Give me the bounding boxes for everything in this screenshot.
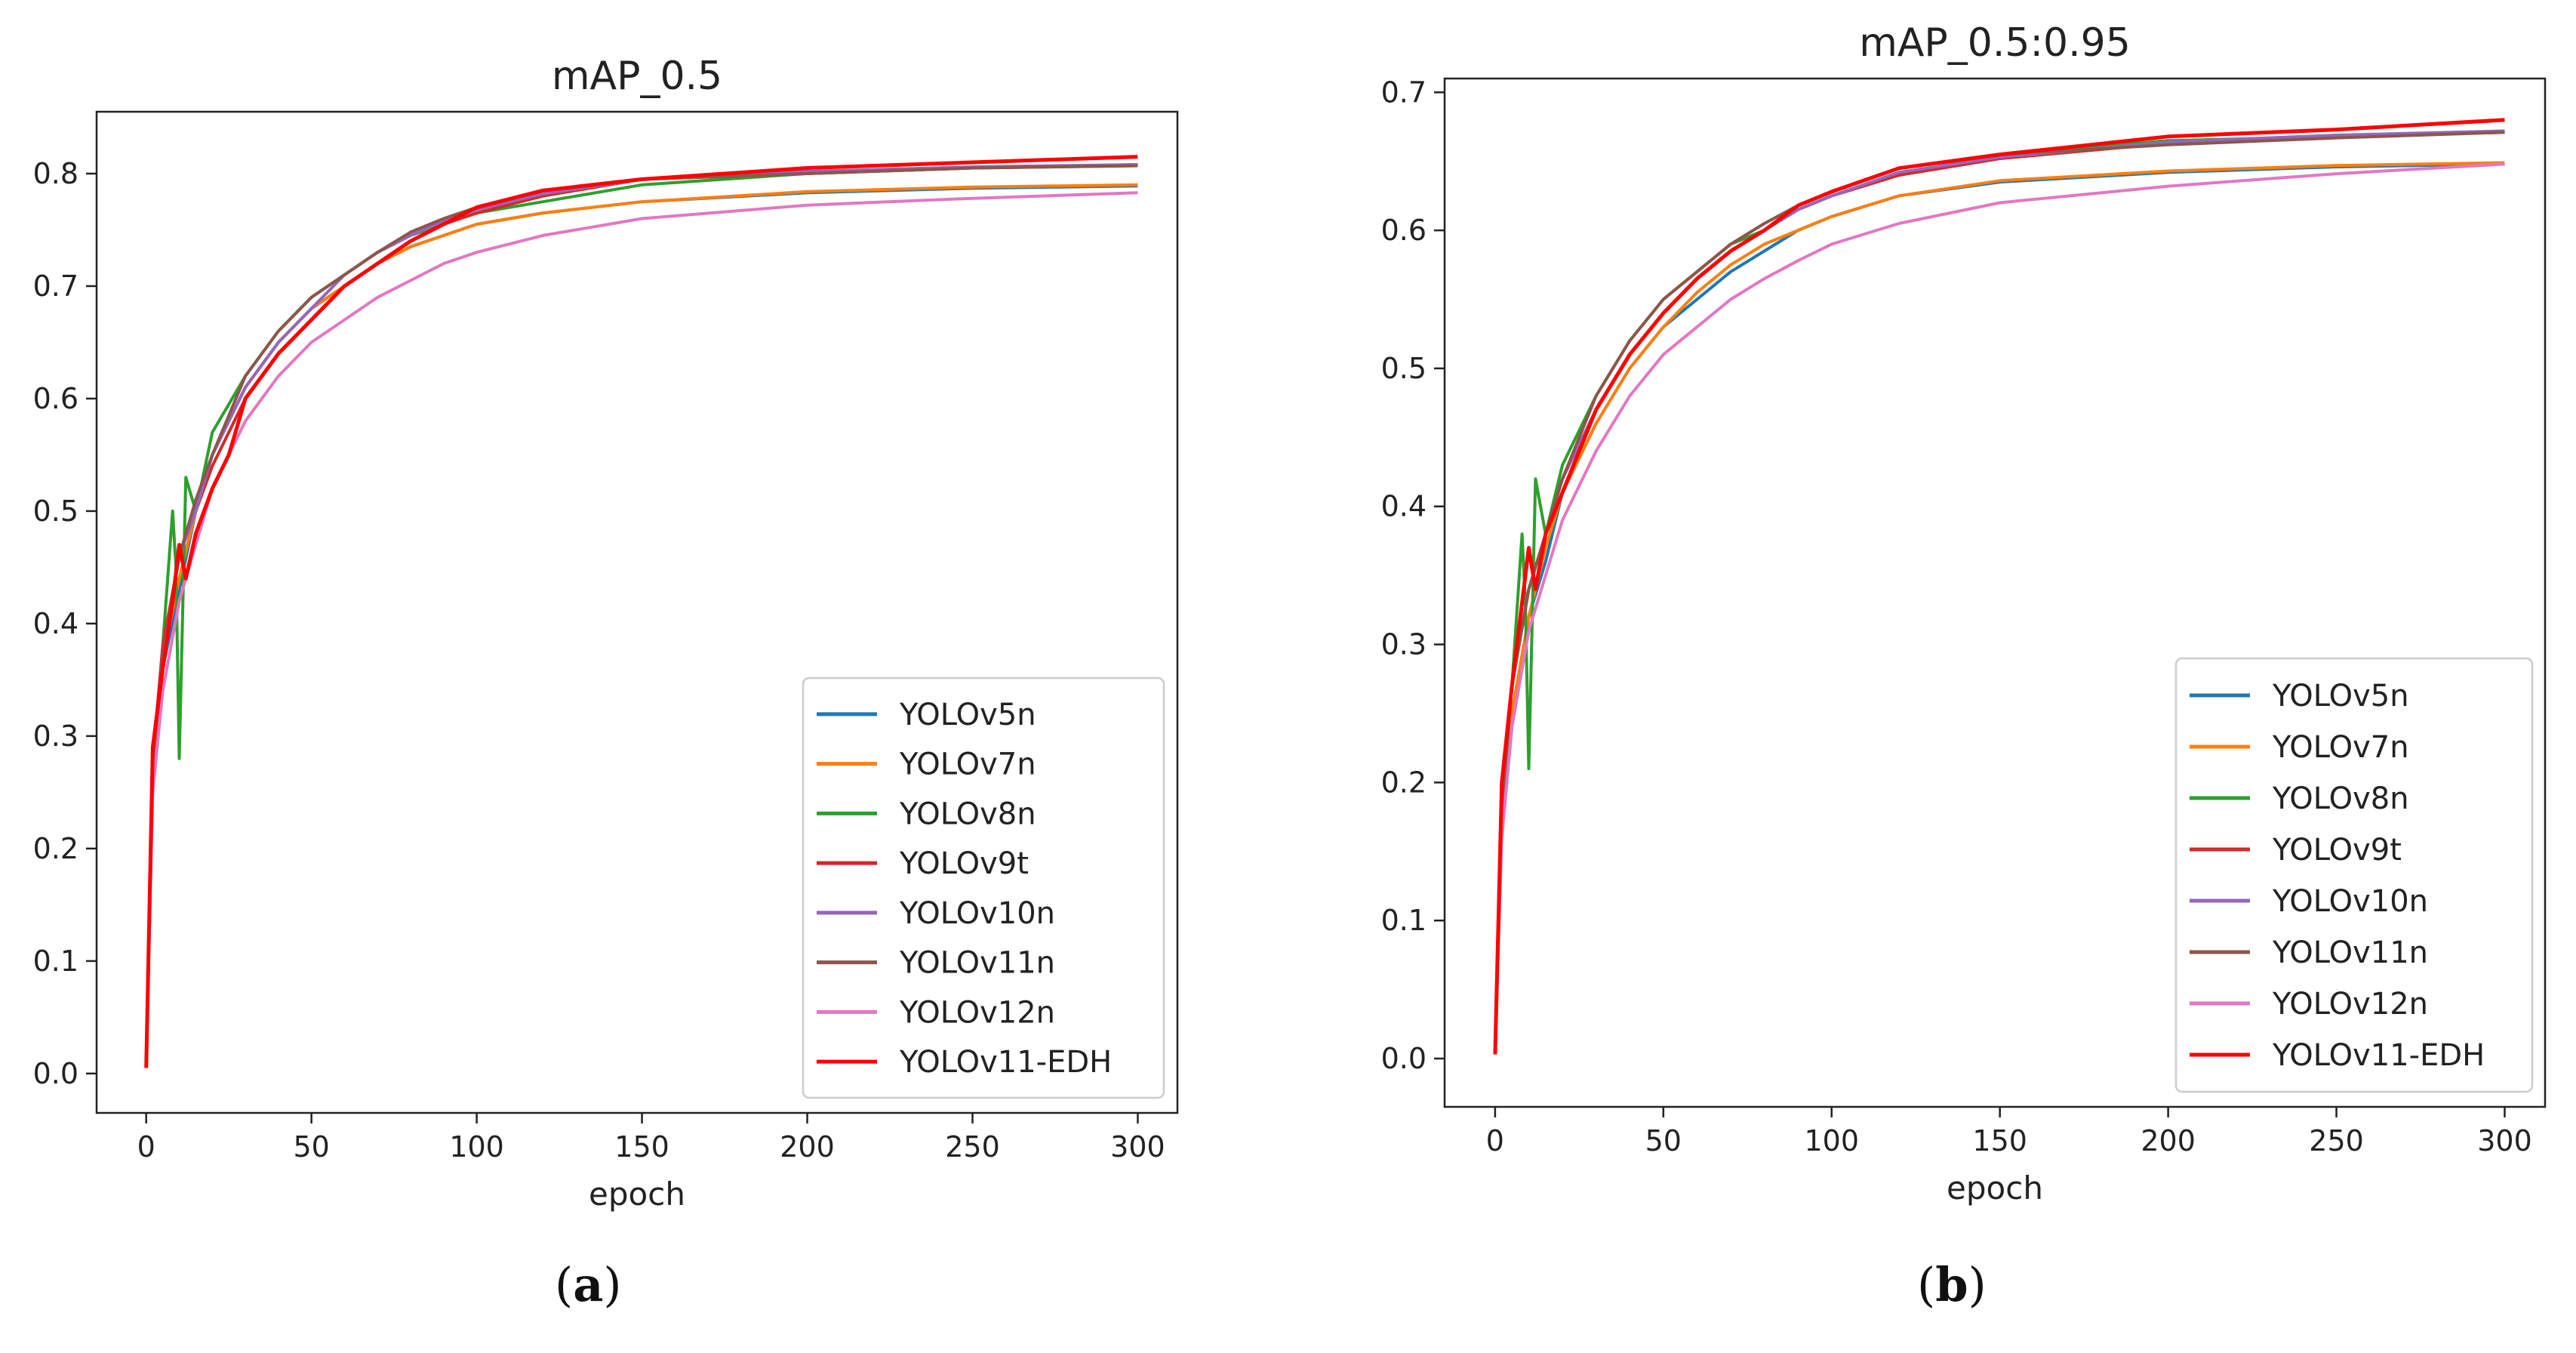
legend-label: YOLOv11n	[2272, 935, 2428, 970]
legend-label: YOLOv11-EDH	[2272, 1038, 2485, 1073]
legend-label: YOLOv8n	[2272, 781, 2409, 816]
chart-panel-b: mAP_0.5:0.95 0 50 100 150 200 250 300 0.0 0.1 0.2 0…	[1283, 0, 2576, 1353]
x-tick-label: 200	[2141, 1124, 2196, 1157]
y-tick-label: 0.8	[33, 157, 78, 190]
legend-box	[802, 676, 1165, 1099]
legend-item-yolov7n: YOLOv7n	[2190, 730, 2409, 765]
x-tick-label: 300	[2477, 1124, 2532, 1157]
plot-frame-a	[95, 110, 1179, 1114]
y-tick-label: 0.3	[1381, 628, 1426, 661]
legend-label: YOLOv12n	[2272, 987, 2428, 1022]
legend-item-yolov9t: YOLOv9t	[817, 846, 1029, 881]
series-line-yolov7n	[1493, 161, 2505, 1052]
y-tick-label: 0.7	[1381, 76, 1426, 109]
x-axis-label-b: epoch	[1947, 1170, 2043, 1207]
y-tick-label: 0.0	[33, 1057, 78, 1090]
x-tick-label: 100	[449, 1130, 504, 1163]
caption-b: (b)	[1917, 1257, 1987, 1312]
x-tick-label: 150	[1972, 1124, 2027, 1157]
series-group-b	[1493, 118, 2505, 1055]
series-group-a	[144, 155, 1138, 1068]
legend-box	[2174, 657, 2534, 1093]
y-tick-label: 0.2	[33, 832, 78, 865]
y-tick-label: 0.2	[1381, 766, 1426, 799]
y-tick-label: 0.6	[1381, 214, 1426, 247]
legend-item-yolov11n: YOLOv11n	[2190, 935, 2428, 970]
chart-map-0-5-0-95: mAP_0.5:0.95 0 50 100 150 200 250 300 0.0 0.1 0.2 0…	[1381, 20, 2547, 1207]
chart-title-a: mAP_0.5	[552, 54, 722, 99]
y-tick-label: 0.0	[1381, 1042, 1426, 1075]
legend-label: YOLOv10n	[2272, 884, 2428, 919]
x-tick-label: 50	[293, 1130, 329, 1163]
series-line-yolov11-edh	[1493, 118, 2505, 1055]
legend-item-yolov8n: YOLOv8n	[817, 797, 1036, 831]
x-axis-label-a: epoch	[589, 1176, 685, 1213]
y-tick-label: 0.3	[33, 720, 78, 753]
legend-b: YOLOv5n YOLOv7n YOLOv8n YOLOv9t YOLOv10n YOLO…	[2174, 657, 2534, 1093]
x-tick-label: 0	[1486, 1124, 1504, 1157]
legend-label: YOLOv10n	[899, 896, 1055, 931]
legend-label: YOLOv12n	[899, 995, 1055, 1030]
legend-label: YOLOv5n	[899, 698, 1036, 732]
legend-item-yolov11-edh: YOLOv11-EDH	[817, 1045, 1112, 1080]
legend-item-yolov12n: YOLOv12n	[2190, 987, 2428, 1022]
series-line-yolov12n	[1493, 162, 2505, 1052]
y-tick-label: 0.6	[33, 382, 78, 415]
y-tick-label: 0.7	[33, 270, 78, 303]
y-tick-label: 0.1	[1381, 904, 1426, 937]
series-line-yolov12n	[144, 191, 1138, 1063]
legend-item-yolov12n: YOLOv12n	[817, 995, 1055, 1030]
caption-a-letter: a	[573, 1257, 604, 1312]
legend-label: YOLOv9t	[899, 846, 1029, 881]
legend-item-yolov7n: YOLOv7n	[817, 747, 1036, 782]
legend-item-yolov10n: YOLOv10n	[2190, 884, 2428, 919]
legend-label: YOLOv7n	[899, 747, 1036, 782]
x-tick-label: 250	[945, 1130, 1000, 1163]
chart-title-b: mAP_0.5:0.95	[1859, 20, 2131, 66]
x-tick-label: 300	[1110, 1130, 1165, 1163]
y-tick-label: 0.1	[33, 945, 78, 978]
legend-label: YOLOv5n	[2272, 679, 2409, 713]
chart-panel-a: mAP_0.5 0 50 100 150 200 250 300 0.0 0.1 0.2 0.3 0.4…	[0, 0, 1283, 1353]
y-tick-label: 0.5	[33, 495, 78, 528]
y-tick-label: 0.4	[33, 607, 78, 640]
legend-label: YOLOv8n	[899, 797, 1036, 831]
chart-map-0-5: mAP_0.5 0 50 100 150 200 250 300 0.0 0.1 0.2 0.3 0.4…	[33, 54, 1179, 1213]
caption-a: (a)	[555, 1257, 622, 1312]
caption-b-letter: b	[1935, 1257, 1968, 1312]
x-tick-label: 250	[2309, 1124, 2364, 1157]
x-tick-label: 0	[137, 1130, 155, 1163]
x-tick-label: 50	[1645, 1124, 1682, 1157]
legend-label: YOLOv11-EDH	[899, 1045, 1112, 1080]
y-tick-label: 0.4	[1381, 490, 1426, 523]
legend-label: YOLOv7n	[2272, 730, 2409, 765]
x-tick-label: 200	[780, 1130, 835, 1163]
legend-item-yolov8n: YOLOv8n	[2190, 781, 2409, 816]
legend-item-yolov11-edh: YOLOv11-EDH	[2190, 1038, 2485, 1073]
legend-label: YOLOv11n	[899, 946, 1055, 981]
legend-item-yolov5n: YOLOv5n	[817, 698, 1036, 732]
x-tick-label: 150	[614, 1130, 669, 1163]
legend-item-yolov11n: YOLOv11n	[817, 946, 1055, 981]
legend-a: YOLOv5n YOLOv7n YOLOv8n YOLOv9t YOLOv10n YOLO…	[802, 676, 1165, 1099]
legend-item-yolov10n: YOLOv10n	[817, 896, 1055, 931]
legend-item-yolov5n: YOLOv5n	[2190, 679, 2409, 713]
plot-frame-b	[1443, 77, 2547, 1108]
legend-item-yolov9t: YOLOv9t	[2190, 833, 2402, 868]
y-tick-label: 0.5	[1381, 352, 1426, 385]
series-line-yolov11-edh	[144, 155, 1138, 1068]
x-tick-label: 100	[1804, 1124, 1859, 1157]
legend-label: YOLOv9t	[2272, 833, 2402, 868]
